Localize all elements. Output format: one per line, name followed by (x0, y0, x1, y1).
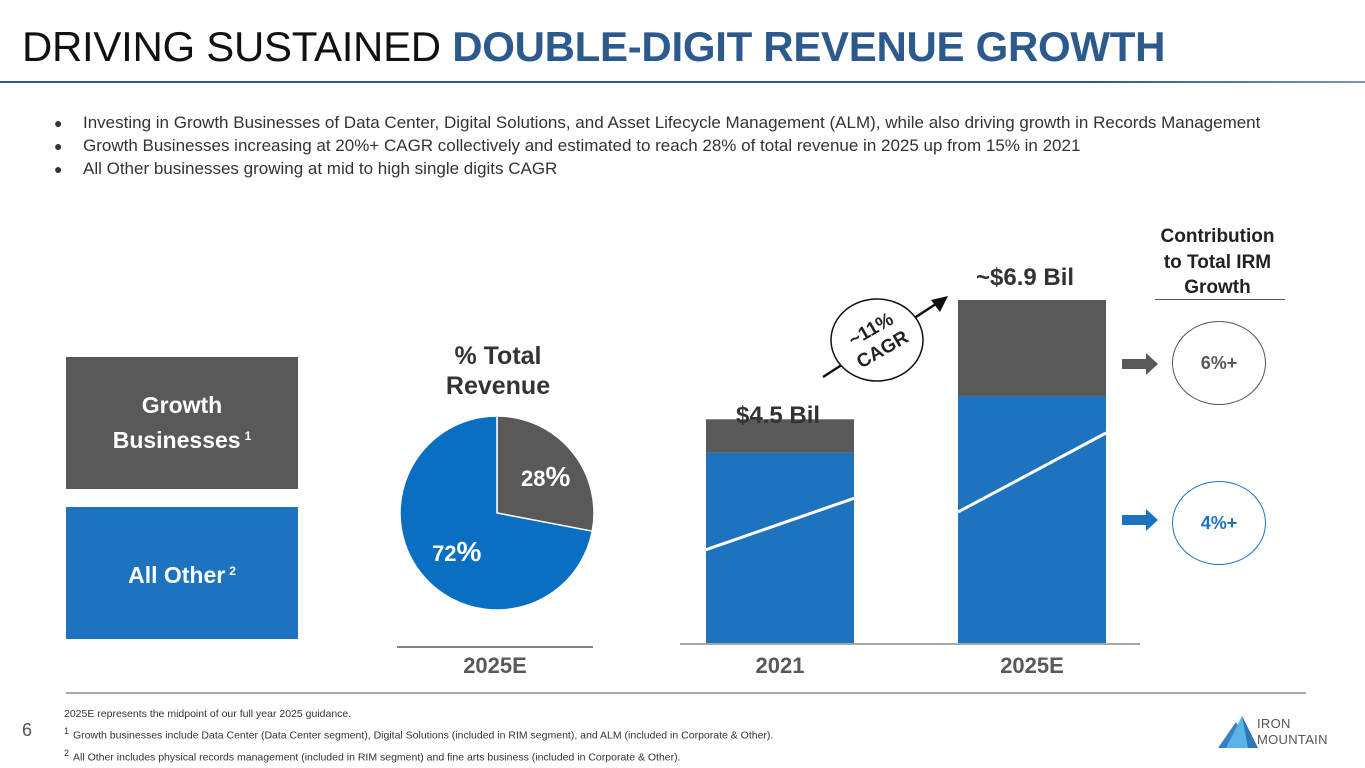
bar-segment-all-other-2021 (706, 452, 854, 643)
logo-text: IRON MOUNTAIN (1257, 716, 1328, 747)
pie-chart-title: % Total Revenue (445, 342, 551, 400)
bullet-icon: ● (54, 115, 63, 131)
bar-xlabel-2025e: 2025E (1000, 653, 1064, 678)
bar-segment-growth-businesses-2021 (706, 419, 854, 453)
page-number: 6 (22, 720, 33, 740)
footnote-0: 2025E represents the midpoint of our ful… (64, 708, 352, 720)
bullet-item: ● All Other businesses growing at mid to … (54, 159, 558, 178)
pie-slice-growth-businesses (496, 415, 595, 533)
footnotes: 2025E represents the midpoint of our ful… (64, 706, 773, 766)
growth-trend-line (957, 431, 1107, 514)
pie-xlabel: 2025E (463, 653, 527, 678)
bullet-icon: ● (54, 138, 63, 154)
legend-all-other: All Other 2 (66, 507, 298, 639)
title-divider (0, 81, 1365, 83)
title-accent: DOUBLE-DIGIT REVENUE GROWTH (452, 23, 1166, 70)
pie-slice-label: 28% (521, 461, 570, 492)
page-title: DRIVING SUSTAINED DOUBLE-DIGIT REVENUE G… (22, 22, 1165, 72)
bar-segment-all-other-2025e (958, 395, 1106, 643)
legend-growth-businesses: Growth Businesses 1 (66, 357, 298, 489)
bullet-list: ● Investing in Growth Businesses of Data … (50, 112, 1310, 181)
growth-trend-line (705, 496, 855, 552)
bar-total-label-2021: $4.5 Bil (736, 402, 821, 429)
pie-slice-label: 72% (432, 536, 481, 567)
stacked-bar-chart (705, 300, 1107, 643)
right-arrow-icon (1122, 353, 1158, 375)
contribution-growth-badge: 6%+ (1172, 321, 1266, 405)
bullet-item: ● Investing in Growth Businesses of Data … (54, 113, 1261, 132)
contribution-title: Contribution to Total IRM Growth (1160, 226, 1275, 298)
bar-xlabel-2021: 2021 (755, 653, 805, 678)
footnote-2: 2 All Other includes physical records man… (64, 747, 681, 764)
cagr-annotation: ~11% CAGR (822, 296, 948, 382)
title-plain: DRIVING SUSTAINED (22, 23, 453, 70)
company-logo: IRON MOUNTAIN (1217, 714, 1357, 754)
footnote-mark: 2 (229, 563, 236, 578)
iron-mountain-logo-icon (1218, 716, 1258, 748)
pie-slice-all-other (399, 415, 594, 611)
bar-segment-growth-businesses-2025e (958, 300, 1106, 396)
footer-divider (66, 692, 1306, 694)
cagr-badge (830, 298, 924, 382)
bullet-icon: ● (54, 161, 63, 177)
bar-total-label-2025e: ~$6.9 Bil (976, 264, 1075, 291)
bullet-item: ● Growth Businesses increasing at 20%+ CA… (54, 136, 1081, 155)
contribution-other-badge: 4%+ (1172, 481, 1266, 565)
pie-chart: 28% 72% (399, 415, 595, 611)
contribution-divider (1155, 299, 1285, 300)
right-arrow-icon (1122, 509, 1158, 531)
footnote-mark: 1 (244, 429, 252, 443)
cagr-arrowhead-icon (931, 296, 948, 312)
footnote-1: 1 Growth businesses include Data Center (… (64, 726, 774, 742)
